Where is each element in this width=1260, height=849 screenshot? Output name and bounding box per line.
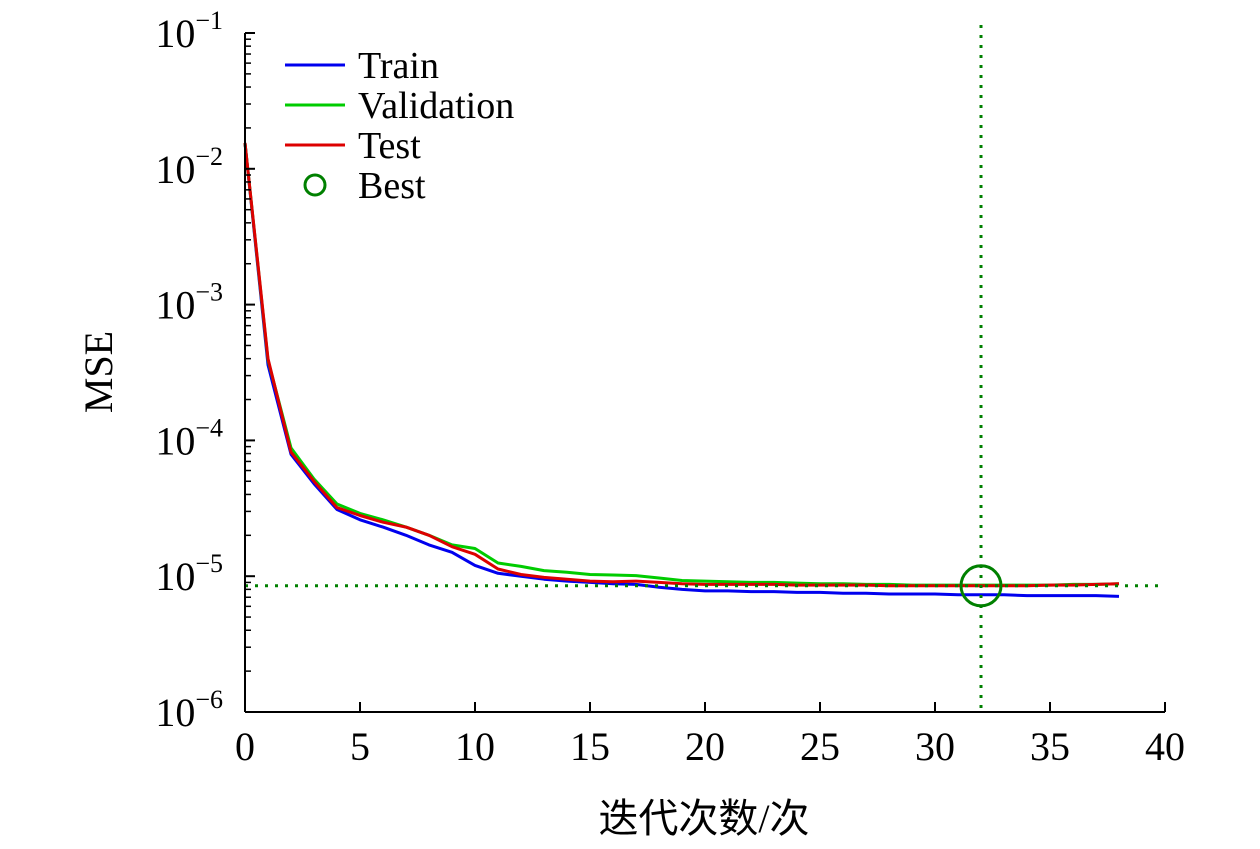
y-tick-label: 10−4	[155, 413, 223, 463]
y-tick-label: 10−3	[155, 278, 223, 328]
axes-layer: 0 5 10 15 20 25 30 35 40 10−6 10−5 10−4 10−3 10−2 10−1	[155, 6, 1185, 769]
x-tick-label: 20	[685, 724, 725, 769]
legend-validation-label: Validation	[358, 85, 514, 127]
x-tick-label: 25	[800, 724, 840, 769]
x-tick-label: 5	[350, 724, 370, 769]
y-tick-label: 10−6	[155, 685, 223, 735]
legend-train-label: Train	[358, 45, 439, 87]
series-layer	[243, 142, 1120, 598]
x-tick-label: 30	[915, 724, 955, 769]
y-axis-label: MSE	[76, 331, 121, 413]
best-marker-layer	[245, 25, 1165, 712]
x-axis-label: 迭代次数/次	[598, 796, 809, 841]
legend-test-label: Test	[358, 125, 421, 167]
x-tick-label: 35	[1030, 724, 1070, 769]
x-tick-label: 15	[570, 724, 610, 769]
series-train-line	[243, 142, 1120, 598]
x-tick-label: 40	[1145, 724, 1185, 769]
y-tick-label: 10−2	[155, 142, 223, 192]
y-tick-label: 10−1	[155, 6, 223, 56]
x-tick-label: 10	[455, 724, 495, 769]
series-test-line	[243, 142, 1120, 588]
legend-best-swatch	[303, 173, 327, 197]
x-tick-label: 0	[235, 724, 255, 769]
best-marker	[959, 564, 1003, 608]
legend-best-label: Best	[358, 165, 426, 207]
y-tick-label: 10−5	[155, 549, 223, 599]
